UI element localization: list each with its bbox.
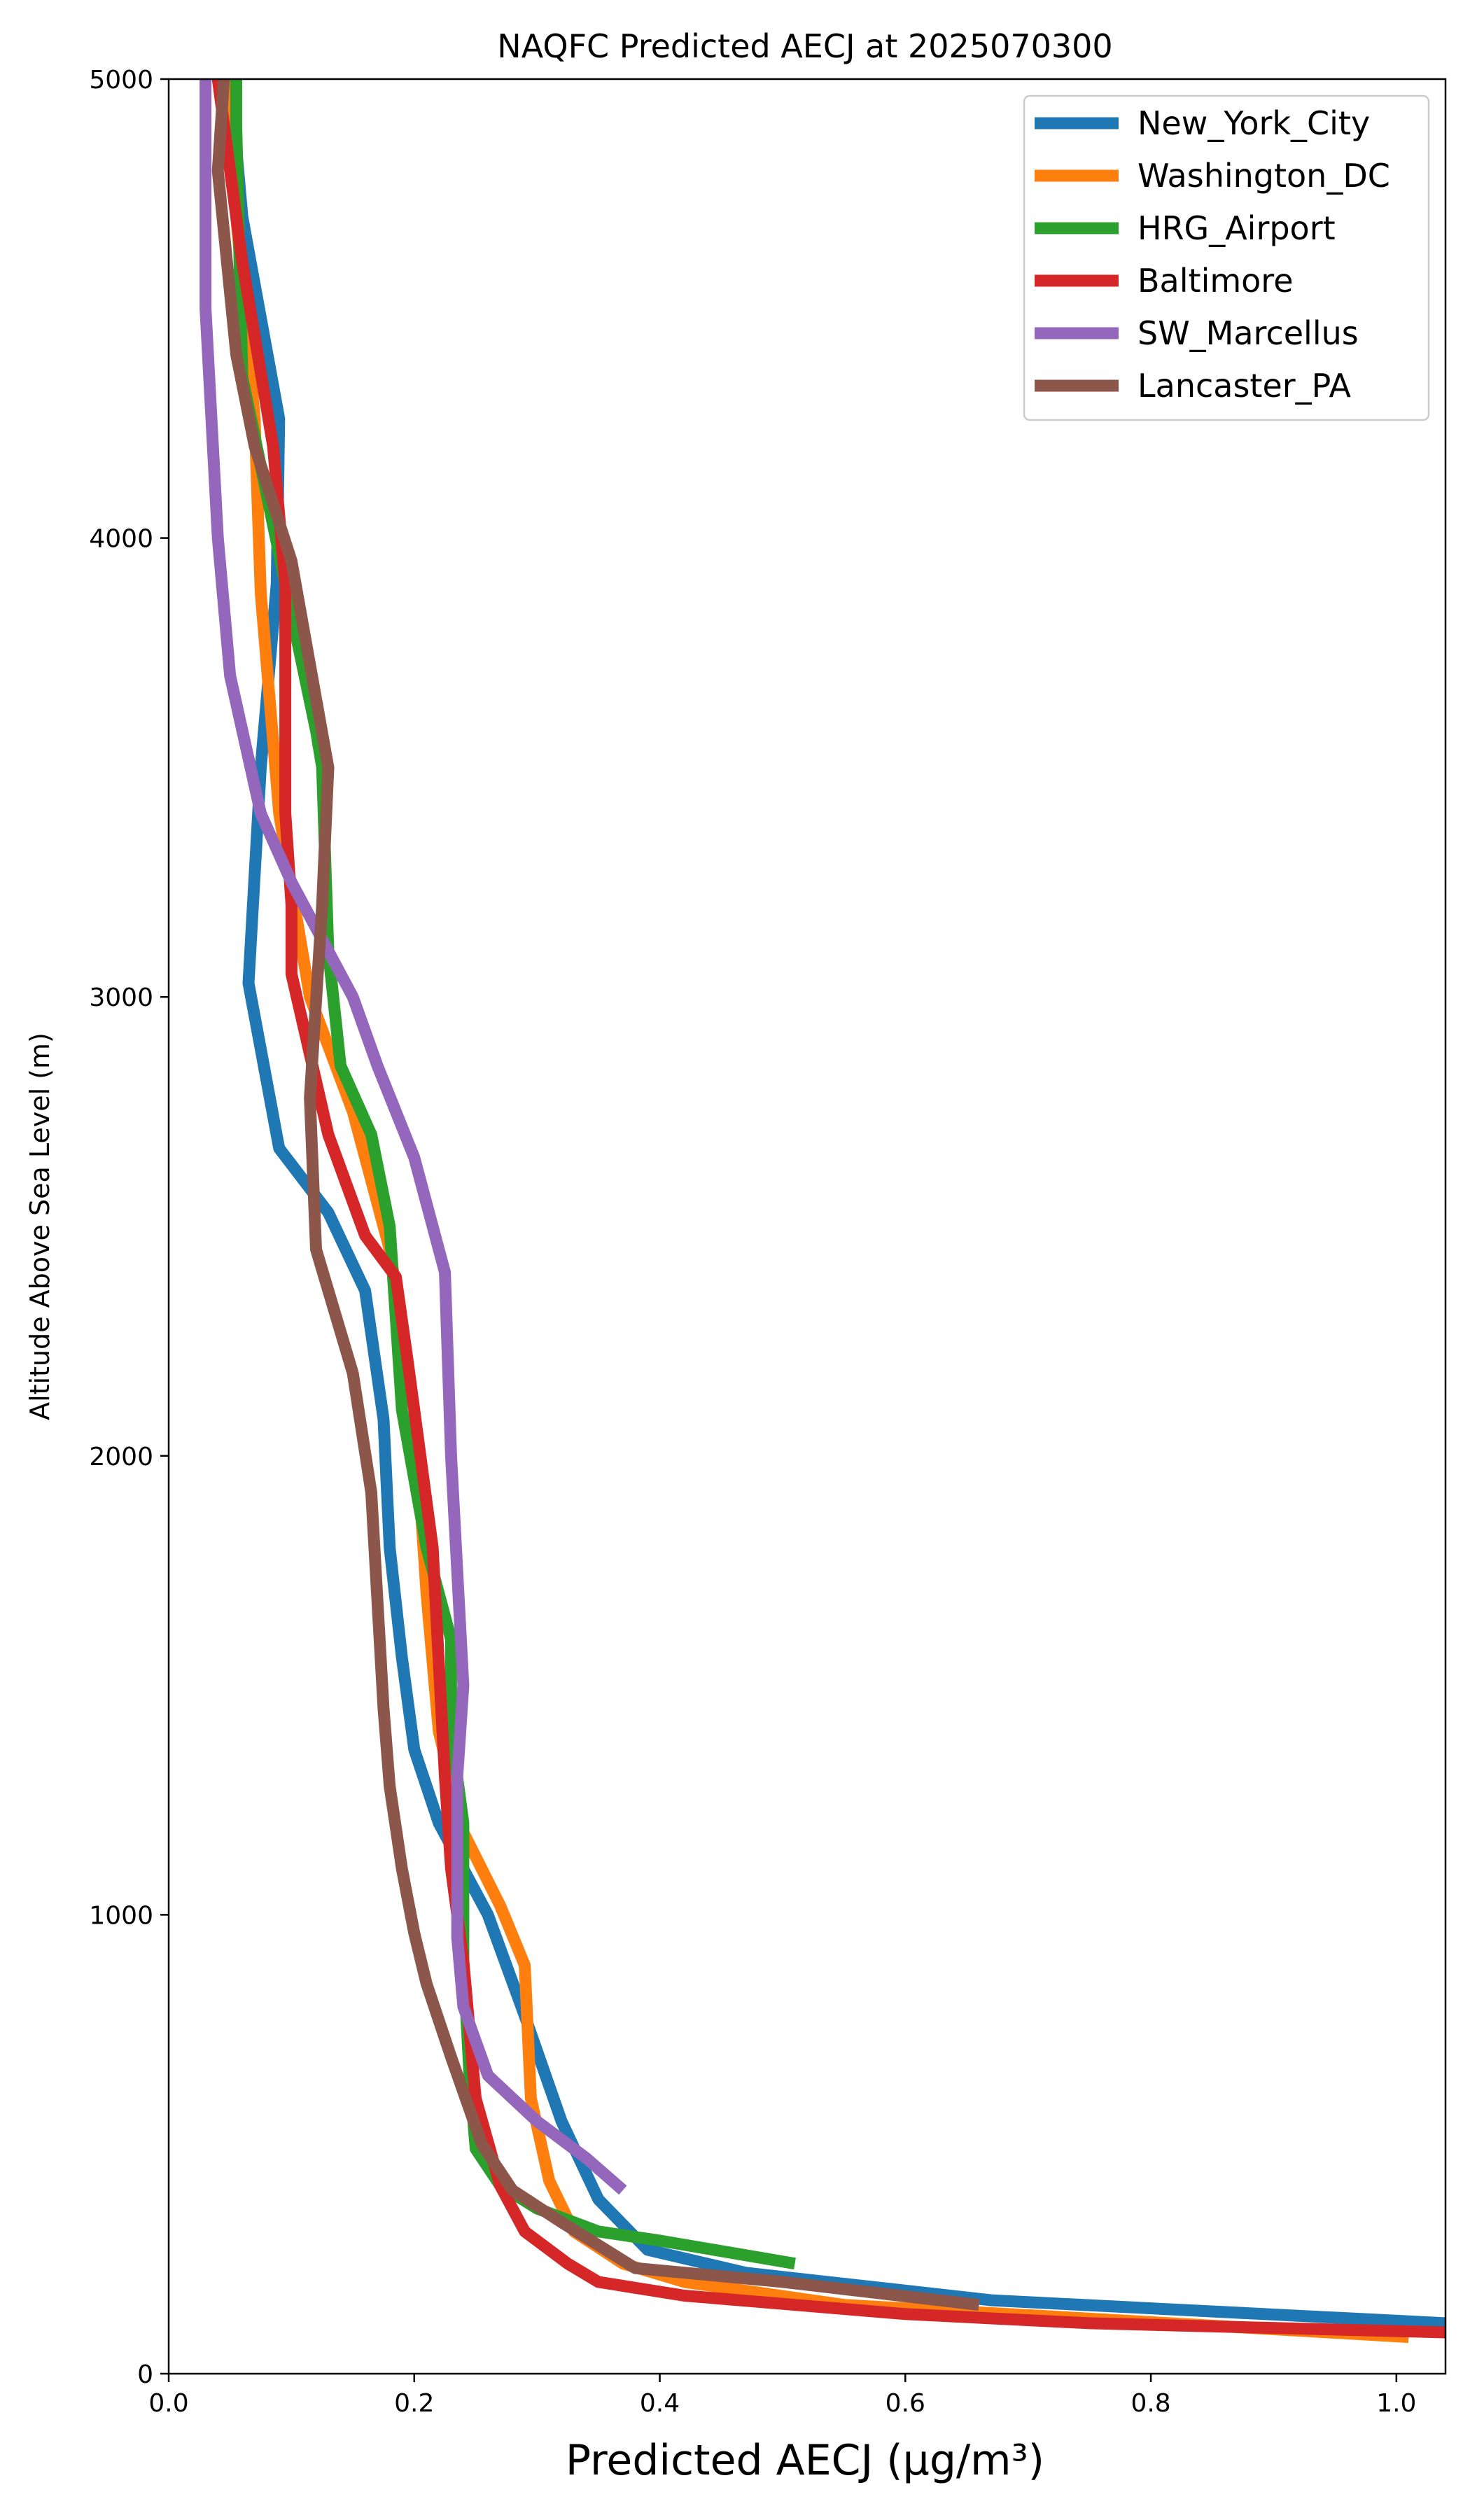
legend: New_York_City Washington_DC HRG_Airport Bal… <box>1023 94 1430 421</box>
legend-label: Lancaster_PA <box>1138 367 1351 405</box>
x-tick-label: 0.2 <box>394 2389 434 2418</box>
y-axis-ticks: 0 1000 2000 3000 4000 5000 <box>89 66 169 2389</box>
series-line-sw-marcellus <box>200 79 627 2195</box>
y-tick-label: 0 <box>137 2360 153 2389</box>
x-tick-label: 0.6 <box>886 2389 925 2418</box>
series-line-baltimore <box>211 79 1446 2339</box>
x-tick-label: 1.0 <box>1376 2389 1416 2418</box>
x-axis-label: Predicted AECJ (μg/m³) <box>566 2436 1044 2485</box>
y-tick-label: 2000 <box>89 1443 153 1471</box>
legend-box <box>1023 94 1430 421</box>
series-layer <box>200 79 1446 2344</box>
x-tick-label: 0.4 <box>640 2389 680 2418</box>
y-tick-label: 3000 <box>89 983 153 1012</box>
legend-label: SW_Marcellus <box>1138 314 1359 352</box>
y-tick-label: 4000 <box>89 525 153 554</box>
x-tick-label: 0.8 <box>1130 2389 1170 2418</box>
series-line-lancaster-pa <box>211 79 980 2311</box>
x-axis-ticks: 0.0 0.2 0.4 0.6 0.8 1.0 <box>148 2374 1416 2418</box>
chart-title: NAQFC Predicted AECJ at 2025070300 <box>497 27 1112 65</box>
x-tick-label: 0.0 <box>148 2389 188 2418</box>
y-axis-label: Altitude Above Sea Level (m) <box>24 1032 55 1420</box>
y-tick-label: 5000 <box>89 66 153 94</box>
plot-frame <box>167 78 1447 2375</box>
y-tick-label: 1000 <box>89 1901 153 1930</box>
legend-label: HRG_Airport <box>1138 209 1336 247</box>
legend-label: Washington_DC <box>1138 157 1390 195</box>
legend-label: New_York_City <box>1138 104 1370 142</box>
legend-label: Baltimore <box>1138 262 1294 300</box>
